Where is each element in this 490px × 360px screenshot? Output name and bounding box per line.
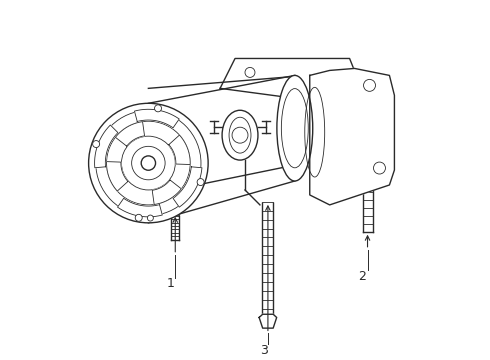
Polygon shape	[173, 167, 202, 207]
Circle shape	[154, 105, 162, 112]
Text: 3: 3	[260, 344, 268, 357]
Circle shape	[132, 146, 165, 180]
Polygon shape	[169, 135, 190, 165]
Circle shape	[89, 103, 208, 223]
Polygon shape	[95, 125, 118, 168]
Polygon shape	[259, 314, 277, 328]
Circle shape	[373, 162, 386, 174]
Polygon shape	[116, 122, 145, 146]
Circle shape	[245, 67, 255, 77]
Polygon shape	[118, 198, 162, 217]
Polygon shape	[134, 109, 179, 128]
Text: 2: 2	[359, 270, 367, 283]
Circle shape	[135, 214, 142, 221]
Circle shape	[364, 80, 375, 91]
Text: 1: 1	[166, 276, 174, 289]
Polygon shape	[106, 162, 128, 191]
Circle shape	[106, 121, 190, 205]
Polygon shape	[152, 180, 181, 204]
Ellipse shape	[277, 75, 313, 181]
Circle shape	[141, 156, 155, 170]
Circle shape	[197, 179, 204, 185]
Circle shape	[232, 127, 248, 143]
Polygon shape	[310, 68, 394, 205]
Circle shape	[122, 136, 175, 190]
Circle shape	[93, 140, 99, 148]
Circle shape	[147, 215, 153, 221]
Ellipse shape	[222, 110, 258, 160]
